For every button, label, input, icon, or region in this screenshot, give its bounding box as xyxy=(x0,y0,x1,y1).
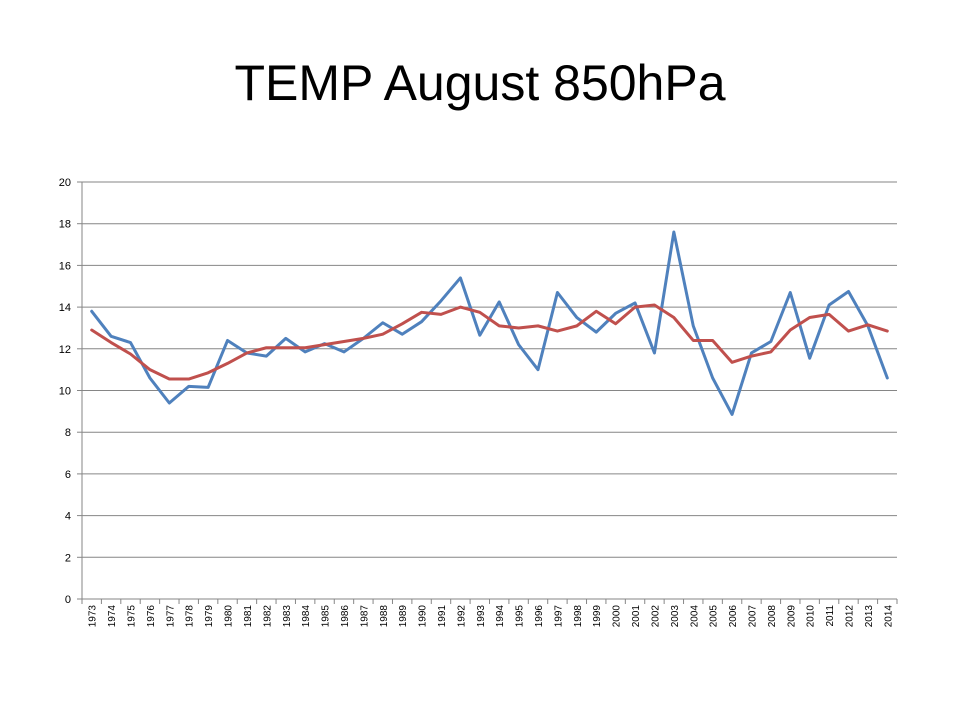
x-tick-label: 1976 xyxy=(146,605,157,628)
x-tick-label: 1988 xyxy=(379,605,390,628)
y-tick-label: 14 xyxy=(59,302,71,314)
x-tick-label: 1979 xyxy=(204,605,215,628)
x-tick-label: 2005 xyxy=(709,605,720,628)
y-tick-label: 18 xyxy=(59,219,71,231)
x-tick-label: 1984 xyxy=(301,605,312,628)
series-lines xyxy=(90,230,889,416)
x-tick-label: 1994 xyxy=(495,605,506,628)
x-tick-label: 2004 xyxy=(689,605,700,628)
y-tick-label: 0 xyxy=(65,594,71,606)
y-tick-label: 10 xyxy=(59,386,71,398)
x-tick-label: 1993 xyxy=(476,605,487,628)
x-tick-label: 1983 xyxy=(282,605,293,628)
x-tick-label: 1990 xyxy=(418,605,429,628)
x-tick-label: 2011 xyxy=(825,605,836,627)
x-tick-label: 1982 xyxy=(262,605,273,628)
y-tick-label: 20 xyxy=(59,177,71,189)
x-tick-label: 1998 xyxy=(573,605,584,628)
x-tick-label: 1980 xyxy=(224,605,235,628)
x-tick-label: 2012 xyxy=(844,605,855,628)
x-tick-label: 1981 xyxy=(243,605,254,628)
x-tick-labels: 1973 1974 1975 1976 1977 1978 1979 1980 1981 1982… xyxy=(88,605,895,628)
x-tick-label: 2013 xyxy=(864,605,875,628)
y-tick-label: 16 xyxy=(59,260,71,272)
x-tick-label: 2010 xyxy=(806,605,817,628)
x-tick-label: 1985 xyxy=(321,605,332,628)
series-line-1 xyxy=(90,230,889,416)
y-tick-label: 8 xyxy=(65,427,71,439)
gridlines xyxy=(82,181,897,558)
x-tick-label: 1974 xyxy=(107,605,118,628)
x-tick-label: 2007 xyxy=(747,605,758,628)
x-tick-label: 1978 xyxy=(185,605,196,628)
x-tick-label: 1997 xyxy=(553,605,564,628)
x-tick-label: 1977 xyxy=(165,605,176,628)
x-tick-label: 2000 xyxy=(612,605,623,628)
y-tick-label: 4 xyxy=(65,511,71,523)
y-tick-label: 2 xyxy=(65,552,71,564)
axes xyxy=(77,181,898,604)
x-tick-label: 2014 xyxy=(883,605,894,628)
x-tick-label: 2001 xyxy=(631,605,642,628)
x-tick-label: 1991 xyxy=(437,605,448,628)
y-tick-label: 6 xyxy=(65,469,71,481)
x-tick-label: 1995 xyxy=(515,605,526,628)
y-tick-label: 12 xyxy=(59,344,71,356)
x-tick-label: 2008 xyxy=(767,605,778,628)
x-tick-label: 1992 xyxy=(456,605,467,628)
x-tick-label: 1989 xyxy=(398,605,409,628)
series-line-2 xyxy=(90,303,889,381)
slide-title: TEMP August 850hPa xyxy=(234,55,726,111)
x-tick-label: 2006 xyxy=(728,605,739,628)
x-tick-label: 2003 xyxy=(670,605,681,628)
x-tick-label: 2002 xyxy=(650,605,661,628)
x-tick-label: 1973 xyxy=(88,605,99,628)
y-tick-labels: 0 2 4 6 8 10 12 14 16 18 20 xyxy=(59,177,71,606)
x-tick-label: 1996 xyxy=(534,605,545,628)
x-tick-label: 1975 xyxy=(127,605,138,628)
x-tick-label: 2009 xyxy=(786,605,797,628)
x-tick-label: 1987 xyxy=(359,605,370,628)
x-tick-label: 1986 xyxy=(340,605,351,628)
x-tick-label: 1999 xyxy=(592,605,603,628)
